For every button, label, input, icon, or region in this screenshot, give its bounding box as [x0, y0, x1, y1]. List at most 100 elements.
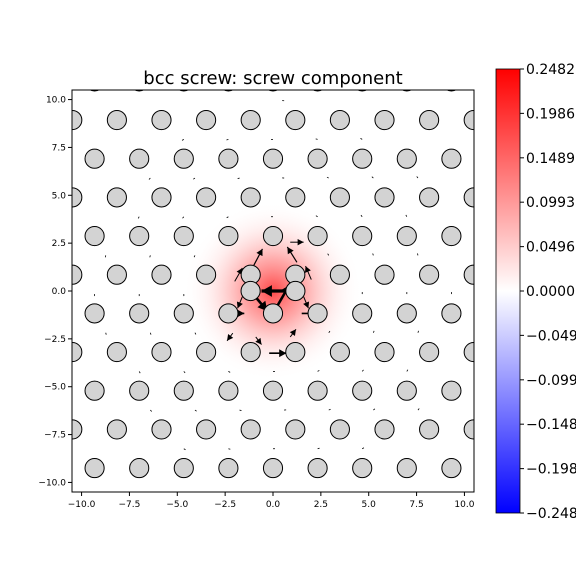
- atom: [307, 148, 328, 169]
- field-tick: [148, 177, 151, 180]
- atom: [262, 225, 284, 247]
- atom: [374, 419, 395, 440]
- atom: [285, 187, 306, 208]
- atom: [218, 225, 239, 247]
- atom: [396, 303, 417, 324]
- atom: [419, 419, 440, 440]
- arrow-head: [237, 309, 245, 318]
- atom: [446, 90, 457, 92]
- arrow-head: [297, 238, 304, 246]
- atom: [307, 303, 328, 324]
- x-tick-label: −5.0: [166, 500, 188, 510]
- atom: [329, 341, 350, 363]
- arrow-head: [227, 334, 234, 341]
- displacement-arrow: [304, 265, 312, 280]
- y-tick-label: 0.0: [52, 287, 67, 297]
- field-tick: [149, 332, 152, 335]
- atom: [129, 458, 150, 479]
- atom: [441, 225, 462, 247]
- displacement-arrow: [303, 296, 310, 309]
- atom: [218, 303, 239, 324]
- atom: [218, 148, 239, 169]
- arrow-head: [279, 349, 287, 358]
- field-tick: [406, 369, 409, 372]
- field-tick: [372, 330, 375, 333]
- field-tick: [361, 369, 364, 372]
- atom: [329, 264, 350, 285]
- x-tick-label: 0.0: [266, 500, 281, 510]
- displacement-arrow: [289, 328, 297, 338]
- atom: [106, 187, 127, 208]
- atom: [419, 341, 440, 363]
- atom: [329, 109, 350, 131]
- displacement-arrow: [255, 336, 262, 345]
- field-tick: [417, 408, 420, 411]
- atom: [151, 187, 172, 208]
- atom: [441, 303, 462, 324]
- atom: [374, 187, 395, 208]
- field-tick: [239, 409, 242, 411]
- atom: [374, 109, 395, 131]
- atom: [151, 341, 172, 363]
- atom: [173, 148, 194, 169]
- atom: [396, 225, 417, 247]
- field-tick: [328, 408, 331, 411]
- arrow-head: [303, 301, 310, 309]
- atom: [173, 458, 194, 479]
- atom: [129, 148, 150, 169]
- field-tick: [371, 176, 374, 179]
- field-tick: [193, 255, 196, 258]
- arrow-head: [304, 266, 311, 273]
- core-atom: [240, 280, 261, 302]
- y-tick-label: −5.0: [44, 383, 66, 393]
- atom: [241, 497, 260, 516]
- field-tick: [183, 371, 186, 374]
- field-tick: [326, 176, 329, 179]
- field-tick: [416, 176, 419, 179]
- atom: [375, 497, 394, 516]
- colorbar-tick-label: 0.0496: [526, 240, 575, 256]
- field-tick: [194, 332, 197, 335]
- atom: [374, 341, 395, 363]
- atom: [196, 264, 217, 285]
- arrow-head: [236, 301, 243, 309]
- colorbar-ticks: 0.2482 0.1986 0.1489 0.0993 0.0496 0.0000 −0.0…: [520, 62, 576, 522]
- atom: [262, 148, 284, 169]
- atom-layer: [72, 90, 474, 516]
- x-tick-label: −10.0: [68, 500, 96, 510]
- atom: [151, 109, 172, 131]
- displacement-arrow: [290, 238, 304, 246]
- atom: [106, 264, 127, 285]
- field-tick: [194, 409, 197, 412]
- atom: [129, 303, 150, 324]
- colorbar-tick-label: −0.099: [526, 373, 576, 389]
- atom: [240, 187, 261, 208]
- displacement-arrow: [286, 246, 298, 263]
- atom: [197, 497, 216, 516]
- atom: [129, 225, 150, 247]
- displacement-arrow: [226, 332, 234, 342]
- atom: [352, 148, 373, 169]
- field-tick: [226, 139, 229, 141]
- atom: [240, 419, 261, 440]
- atom: [218, 458, 239, 479]
- x-tick-label: 2.5: [314, 500, 328, 510]
- arrow-head: [255, 337, 262, 345]
- atom: [106, 341, 127, 363]
- atom: [84, 458, 105, 479]
- field-tick: [138, 371, 141, 374]
- field-tick: [181, 139, 184, 141]
- atom: [84, 148, 105, 169]
- atom: [419, 109, 440, 131]
- atom: [151, 419, 172, 440]
- field-tick: [328, 330, 331, 333]
- x-axis: −10.0 −7.5 −5.0 −2.5 0.0 2.5 5.0 7.5 10.0: [68, 492, 475, 510]
- field-tick: [226, 216, 229, 219]
- field-tick: [417, 330, 419, 333]
- field-tick: [182, 216, 185, 219]
- atom: [329, 187, 350, 208]
- atom: [84, 303, 105, 324]
- atom: [352, 225, 373, 247]
- field-tick: [237, 177, 240, 180]
- colorbar-tick-label: −0.148: [526, 417, 576, 433]
